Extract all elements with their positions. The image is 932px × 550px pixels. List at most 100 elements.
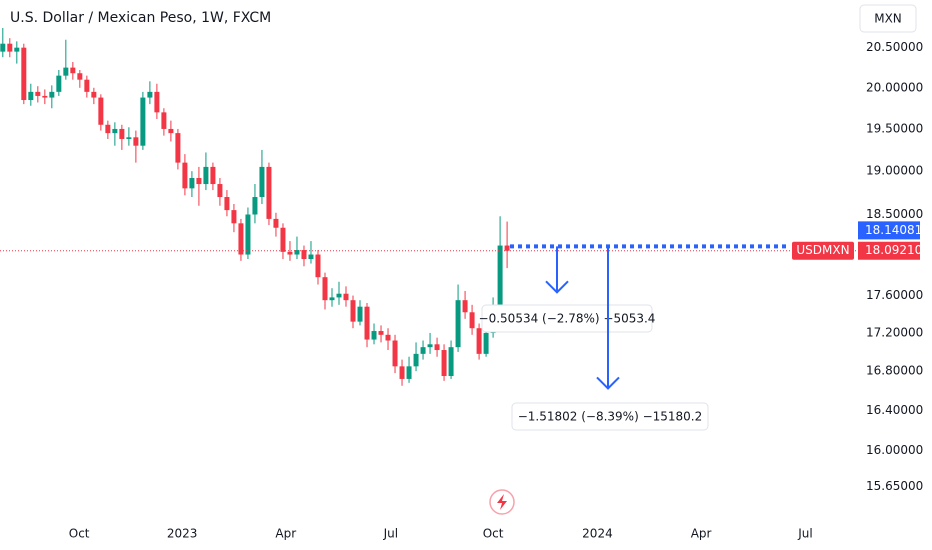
candle-body — [147, 91, 153, 98]
last-price-box — [858, 241, 920, 260]
candle-body — [504, 245, 510, 251]
y-tick-label: 16.00000 — [866, 443, 923, 457]
y-tick-label: 16.40000 — [866, 403, 923, 417]
y-tick-label: 16.80000 — [866, 364, 923, 378]
candle-body — [420, 347, 426, 354]
candle-body — [182, 162, 188, 189]
candle-body — [56, 75, 62, 92]
candle-body — [175, 133, 181, 163]
candle-body — [280, 227, 286, 252]
candle-body — [378, 331, 384, 335]
candle-body — [469, 312, 475, 329]
candle-body — [308, 254, 314, 260]
candle-body — [63, 67, 69, 76]
candle-body — [392, 340, 398, 367]
candle-body — [294, 250, 300, 255]
candle-body — [413, 353, 419, 367]
candle-body — [7, 43, 13, 52]
candle-body — [336, 293, 342, 298]
candle-body — [98, 97, 104, 125]
x-tick-label: Jul — [797, 527, 812, 541]
x-tick-label: Jul — [383, 527, 398, 541]
chart-title: U.S. Dollar / Mexican Peso, 1W, FXCM — [10, 10, 271, 26]
candle-body — [497, 245, 503, 310]
candle-body — [266, 166, 272, 219]
candle-body — [476, 328, 482, 354]
candle-body — [385, 334, 391, 341]
symbol-box — [792, 241, 854, 260]
y-tick-label: 15.65000 — [866, 479, 923, 493]
candle-body — [427, 344, 433, 348]
candle-body — [168, 128, 174, 134]
candle-body — [315, 254, 321, 278]
y-tick-label: 18.50000 — [866, 207, 923, 221]
candle-body — [245, 214, 251, 255]
candle-body — [406, 366, 412, 379]
candle-body — [154, 91, 160, 113]
candle-body — [455, 300, 461, 348]
lightning-icon[interactable] — [489, 489, 515, 515]
y-tick-label: 20.00000 — [866, 80, 923, 94]
candle-body — [371, 331, 377, 340]
candle-body — [189, 178, 195, 189]
candle-body — [301, 250, 307, 260]
arrow-head — [545, 280, 569, 294]
candle-body — [238, 223, 244, 255]
candle-body — [483, 332, 489, 354]
y-tick-label: 20.50000 — [866, 40, 923, 54]
measure-price-box — [858, 221, 920, 240]
candle-body — [252, 197, 258, 215]
measure-box — [511, 402, 709, 431]
candle-body — [14, 47, 20, 52]
candle-body — [287, 251, 293, 255]
candle-body — [217, 184, 223, 198]
candle-body — [343, 293, 349, 301]
candle-body — [126, 137, 132, 139]
candle-body — [84, 79, 90, 92]
candle-body — [434, 344, 440, 351]
x-tick-label: 2023 — [167, 527, 198, 541]
candle-body — [273, 218, 279, 228]
candle-body — [210, 166, 216, 185]
candle-body — [259, 166, 265, 198]
candle-body — [42, 95, 48, 98]
currency[interactable]: MXN — [874, 12, 902, 26]
candle-body — [133, 137, 139, 146]
arrow-head — [596, 376, 620, 390]
candle-body — [399, 366, 405, 379]
candle-body — [119, 128, 125, 139]
candle-body — [196, 178, 202, 185]
candle-body — [140, 97, 146, 146]
candle-body — [49, 91, 55, 98]
candle-body — [0, 43, 6, 52]
candle-body — [441, 350, 447, 377]
x-tick-label: Apr — [275, 527, 296, 541]
x-tick-label: Oct — [483, 527, 504, 541]
candle-body — [70, 67, 76, 74]
candle-body — [77, 73, 83, 80]
currency-box[interactable] — [859, 4, 917, 33]
candle-body — [329, 297, 335, 301]
candle-body — [224, 197, 230, 211]
last-price: 18.09210 — [865, 243, 922, 257]
x-tick-label: 2024 — [582, 527, 613, 541]
candle-body — [350, 300, 356, 322]
candle-body — [112, 128, 118, 134]
measure-label: −0.50534 (−2.78%) −5053.4 — [479, 312, 656, 326]
candle-body — [161, 112, 167, 129]
y-tick-label: 17.20000 — [866, 325, 923, 339]
candle-body — [28, 91, 34, 101]
candle-body — [21, 47, 27, 101]
y-tick-label: 17.60000 — [866, 288, 923, 302]
candle-body — [91, 91, 97, 98]
x-tick-label: Oct — [69, 527, 90, 541]
measure-price: 18.14081 — [865, 223, 922, 237]
x-tick-label: Apr — [691, 527, 712, 541]
candle-body — [462, 300, 468, 313]
measure-box — [481, 304, 653, 333]
y-tick-label: 19.50000 — [866, 121, 923, 135]
candle-body — [231, 210, 237, 224]
measure-label: −1.51802 (−8.39%) −15180.2 — [518, 410, 703, 424]
candle-body — [105, 124, 111, 134]
